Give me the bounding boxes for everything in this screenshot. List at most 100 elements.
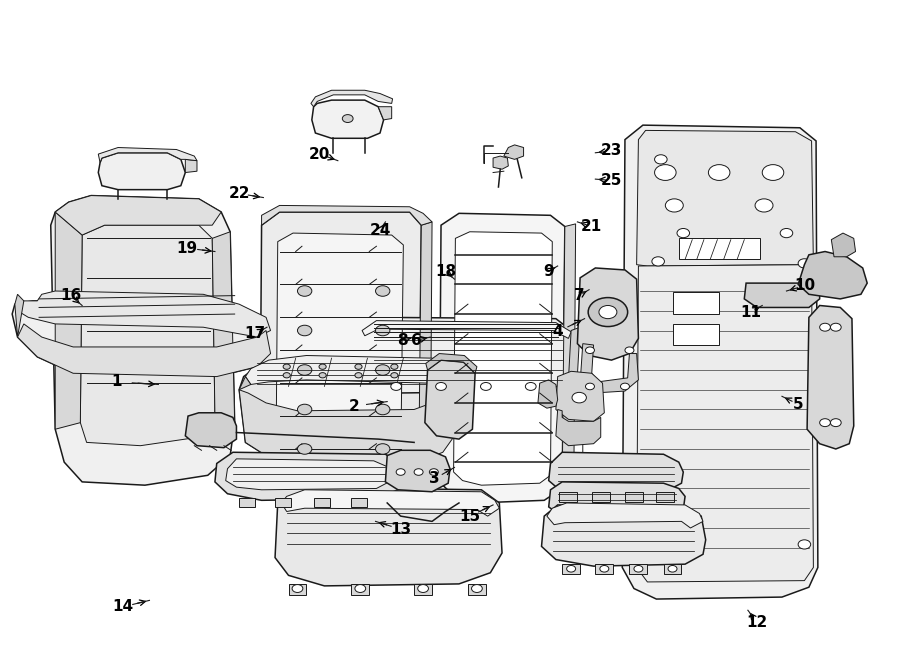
Circle shape	[391, 383, 401, 391]
Polygon shape	[832, 233, 856, 256]
Polygon shape	[672, 292, 719, 314]
Circle shape	[665, 199, 683, 212]
Circle shape	[526, 383, 536, 391]
Circle shape	[319, 373, 326, 378]
Polygon shape	[282, 490, 500, 516]
Circle shape	[375, 365, 390, 375]
Circle shape	[342, 114, 353, 122]
Polygon shape	[260, 212, 421, 502]
Polygon shape	[622, 125, 818, 599]
Polygon shape	[547, 503, 703, 528]
Circle shape	[677, 229, 689, 238]
Polygon shape	[596, 564, 613, 574]
Text: 16: 16	[59, 288, 81, 303]
Text: 13: 13	[390, 522, 411, 537]
Circle shape	[472, 584, 482, 592]
Polygon shape	[414, 584, 432, 595]
Circle shape	[298, 405, 311, 414]
Circle shape	[798, 540, 811, 549]
Circle shape	[355, 364, 362, 369]
Polygon shape	[289, 584, 306, 595]
Circle shape	[831, 323, 842, 331]
Polygon shape	[215, 452, 403, 500]
Circle shape	[598, 305, 616, 319]
Text: 1: 1	[111, 374, 122, 389]
Circle shape	[284, 373, 291, 378]
Polygon shape	[212, 232, 235, 422]
Polygon shape	[425, 360, 475, 439]
Circle shape	[436, 383, 446, 391]
Text: 23: 23	[601, 143, 622, 158]
Polygon shape	[55, 212, 82, 429]
Text: 17: 17	[245, 327, 266, 341]
Circle shape	[599, 565, 608, 572]
Polygon shape	[362, 321, 572, 338]
Circle shape	[654, 165, 676, 180]
Text: 4: 4	[553, 325, 563, 339]
Text: 14: 14	[112, 600, 133, 615]
Text: 6: 6	[410, 333, 421, 348]
Polygon shape	[493, 156, 508, 169]
Polygon shape	[426, 354, 477, 373]
Polygon shape	[276, 233, 403, 482]
Polygon shape	[17, 291, 271, 337]
Circle shape	[755, 199, 773, 212]
Circle shape	[481, 383, 491, 391]
Circle shape	[298, 325, 311, 336]
Polygon shape	[556, 409, 600, 446]
Circle shape	[375, 286, 390, 296]
Circle shape	[375, 325, 390, 336]
Polygon shape	[663, 564, 681, 574]
Circle shape	[429, 469, 438, 475]
Polygon shape	[629, 564, 647, 574]
Circle shape	[391, 373, 398, 378]
Polygon shape	[385, 450, 450, 492]
Circle shape	[284, 364, 291, 369]
Circle shape	[298, 286, 311, 296]
Circle shape	[708, 165, 730, 180]
Circle shape	[820, 418, 831, 426]
Circle shape	[831, 418, 842, 426]
Text: 8: 8	[397, 333, 408, 348]
Text: 2: 2	[348, 399, 359, 414]
Polygon shape	[679, 239, 760, 259]
Polygon shape	[185, 159, 197, 173]
Polygon shape	[542, 505, 706, 566]
Circle shape	[298, 365, 311, 375]
Polygon shape	[50, 196, 235, 485]
Polygon shape	[468, 584, 486, 595]
Text: 19: 19	[176, 241, 198, 256]
Polygon shape	[17, 324, 271, 377]
Polygon shape	[569, 327, 580, 380]
Polygon shape	[580, 344, 638, 393]
Circle shape	[762, 165, 784, 180]
Text: 18: 18	[435, 264, 456, 279]
Polygon shape	[98, 153, 185, 190]
Polygon shape	[226, 459, 392, 490]
Text: 22: 22	[229, 186, 250, 201]
Polygon shape	[351, 584, 369, 595]
Polygon shape	[239, 390, 454, 465]
Polygon shape	[311, 100, 383, 138]
Circle shape	[567, 565, 576, 572]
Text: 3: 3	[429, 471, 440, 486]
Polygon shape	[275, 487, 502, 586]
Polygon shape	[578, 268, 638, 360]
Text: 5: 5	[793, 397, 804, 412]
Polygon shape	[14, 294, 23, 337]
Circle shape	[586, 383, 595, 390]
Polygon shape	[13, 301, 271, 377]
Polygon shape	[504, 145, 524, 159]
Polygon shape	[556, 371, 604, 421]
Circle shape	[292, 584, 303, 592]
Text: 24: 24	[369, 223, 391, 238]
Circle shape	[589, 297, 627, 327]
Circle shape	[820, 323, 831, 331]
Polygon shape	[807, 305, 854, 449]
Circle shape	[652, 256, 664, 266]
Circle shape	[586, 347, 595, 354]
Polygon shape	[358, 317, 572, 393]
Circle shape	[298, 444, 311, 454]
Circle shape	[798, 258, 811, 268]
Polygon shape	[625, 492, 643, 502]
